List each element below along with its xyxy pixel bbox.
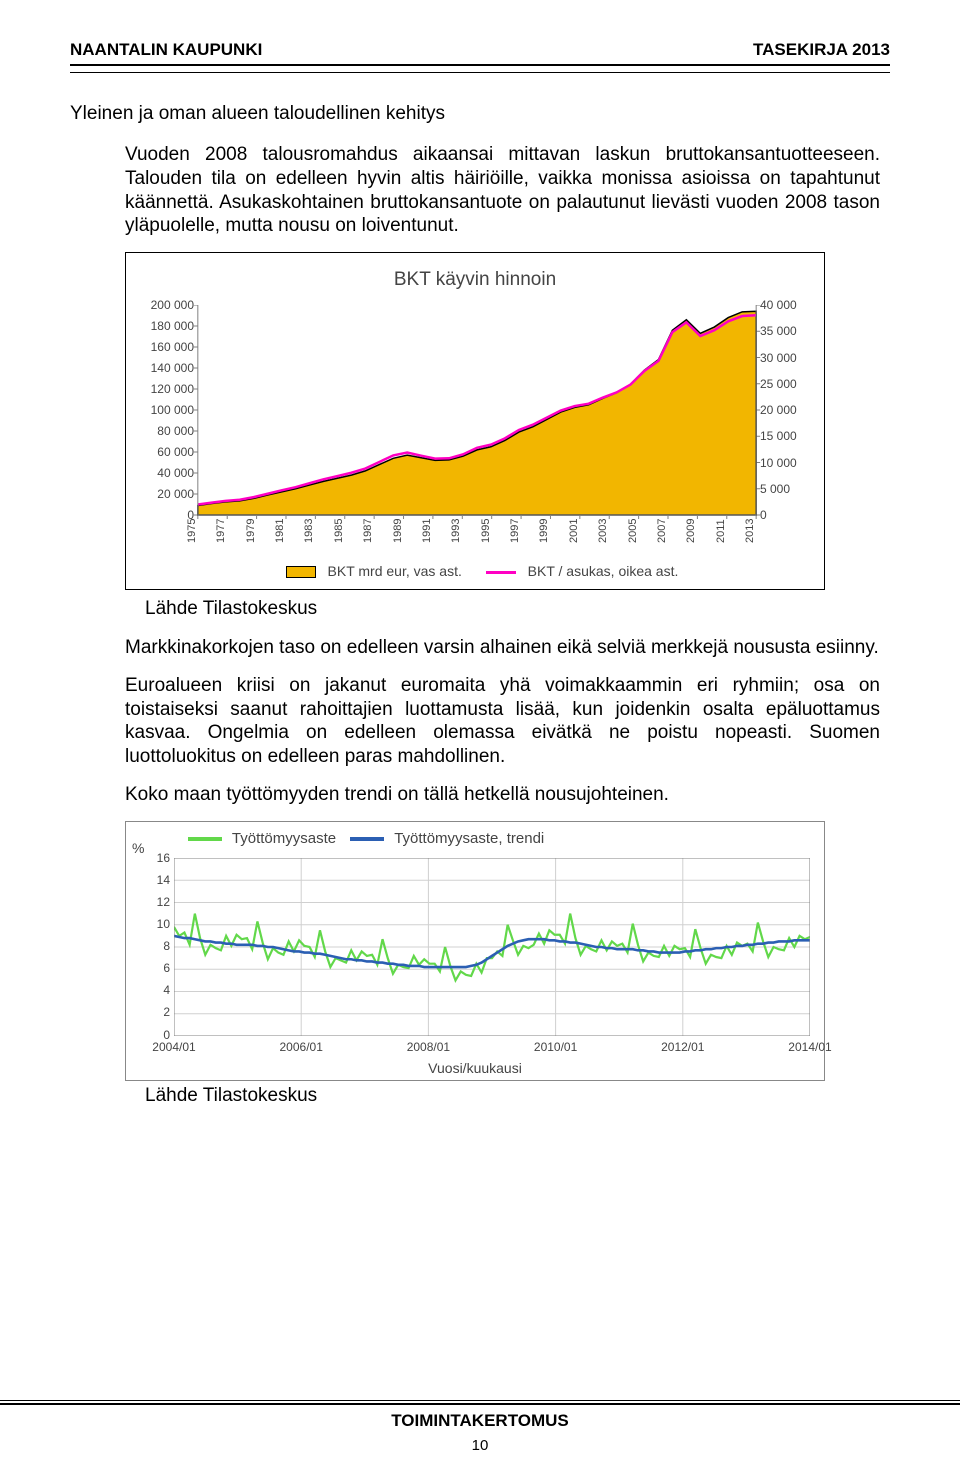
chart2-legend-b-label: Työttömyysaste, trendi	[394, 830, 544, 847]
section-title: Yleinen ja oman alueen taloudellinen keh…	[70, 103, 890, 125]
chart1-legend: BKT mrd eur, vas ast. BKT / asukas, oike…	[140, 563, 810, 579]
chart2-x-ticks: 2004/012006/012008/012010/012012/012014/…	[174, 1040, 810, 1056]
chart2-source: Lähde Tilastokeskus	[145, 1085, 890, 1107]
page-number: 10	[0, 1437, 960, 1454]
chart1-y-right-labels: 40 00035 00030 00025 00020 00015 00010 0…	[760, 305, 810, 515]
chart2-legend-a-label: Työttömyysaste	[232, 830, 336, 847]
page: NAANTALIN KAUPUNKI TASEKIRJA 2013 Yleine…	[0, 0, 960, 1484]
header-rule-2	[70, 72, 890, 73]
paragraph-4: Koko maan työttömyyden trendi on tällä h…	[125, 783, 880, 807]
header-rule-1	[70, 64, 890, 66]
paragraph-2: Markkinakorkojen taso on edelleen varsin…	[125, 636, 880, 660]
chart1-legend-line-label: BKT / asukas, oikea ast.	[528, 563, 679, 579]
paragraph-3: Euroalueen kriisi on jakanut euromaita y…	[125, 674, 880, 769]
chart2-legend: % Työttömyysaste Työttömyysaste, trendi	[138, 830, 812, 847]
chart1-frame: BKT käyvin hinnoin 200 000180 000160 000…	[125, 252, 825, 590]
footer: TOIMINTAKERTOMUS 10	[0, 1400, 960, 1454]
chart2-legend-b-swatch	[350, 837, 384, 841]
chart2-svg	[174, 858, 810, 1036]
header-left: NAANTALIN KAUPUNKI	[70, 40, 262, 60]
header-row: NAANTALIN KAUPUNKI TASEKIRJA 2013	[70, 40, 890, 60]
chart2-legend-a-swatch	[188, 837, 222, 841]
chart1-x-labels: 1975197719791981198319851987198919911993…	[198, 525, 756, 555]
chart2-frame: % Työttömyysaste Työttömyysaste, trendi …	[125, 821, 825, 1081]
chart2-y-ticks: 1614121086420	[144, 858, 170, 1035]
chart2-ylabel: %	[132, 840, 144, 856]
chart1-plot: 200 000180 000160 000140 000120 000100 0…	[140, 305, 810, 555]
chart1-legend-area-label: BKT mrd eur, vas ast.	[328, 563, 462, 579]
chart1-y-left-labels: 200 000180 000160 000140 000120 000100 0…	[140, 305, 194, 515]
chart1-legend-line-swatch	[486, 571, 516, 574]
chart1-title: BKT käyvin hinnoin	[140, 269, 810, 291]
chart2-xlabel: Vuosi/kuukausi	[126, 1060, 824, 1076]
chart1-svg	[140, 305, 810, 555]
chart1-source: Lähde Tilastokeskus	[145, 598, 890, 620]
paragraph-1: Vuoden 2008 talousromahdus aikaansai mit…	[125, 143, 880, 238]
footer-label: TOIMINTAKERTOMUS	[0, 1411, 960, 1431]
header-right: TASEKIRJA 2013	[753, 40, 890, 60]
chart1-legend-area-swatch	[286, 566, 316, 578]
